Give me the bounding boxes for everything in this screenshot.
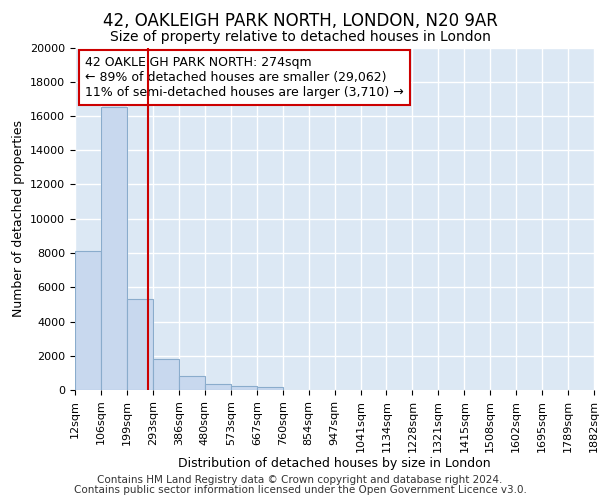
- Text: Contains HM Land Registry data © Crown copyright and database right 2024.: Contains HM Land Registry data © Crown c…: [97, 475, 503, 485]
- Bar: [101, 108, 127, 390]
- Bar: [205, 384, 230, 390]
- Bar: [230, 386, 257, 390]
- Bar: [153, 359, 179, 390]
- Text: 42, OAKLEIGH PARK NORTH, LONDON, N20 9AR: 42, OAKLEIGH PARK NORTH, LONDON, N20 9AR: [103, 12, 497, 30]
- Bar: [127, 299, 153, 390]
- Bar: [257, 386, 283, 390]
- X-axis label: Distribution of detached houses by size in London: Distribution of detached houses by size …: [178, 458, 491, 470]
- Bar: [179, 376, 205, 390]
- Text: Contains public sector information licensed under the Open Government Licence v3: Contains public sector information licen…: [74, 485, 526, 495]
- Text: 42 OAKLEIGH PARK NORTH: 274sqm
← 89% of detached houses are smaller (29,062)
11%: 42 OAKLEIGH PARK NORTH: 274sqm ← 89% of …: [85, 56, 404, 99]
- Y-axis label: Number of detached properties: Number of detached properties: [11, 120, 25, 318]
- Text: Size of property relative to detached houses in London: Size of property relative to detached ho…: [110, 30, 490, 44]
- Bar: [75, 252, 101, 390]
